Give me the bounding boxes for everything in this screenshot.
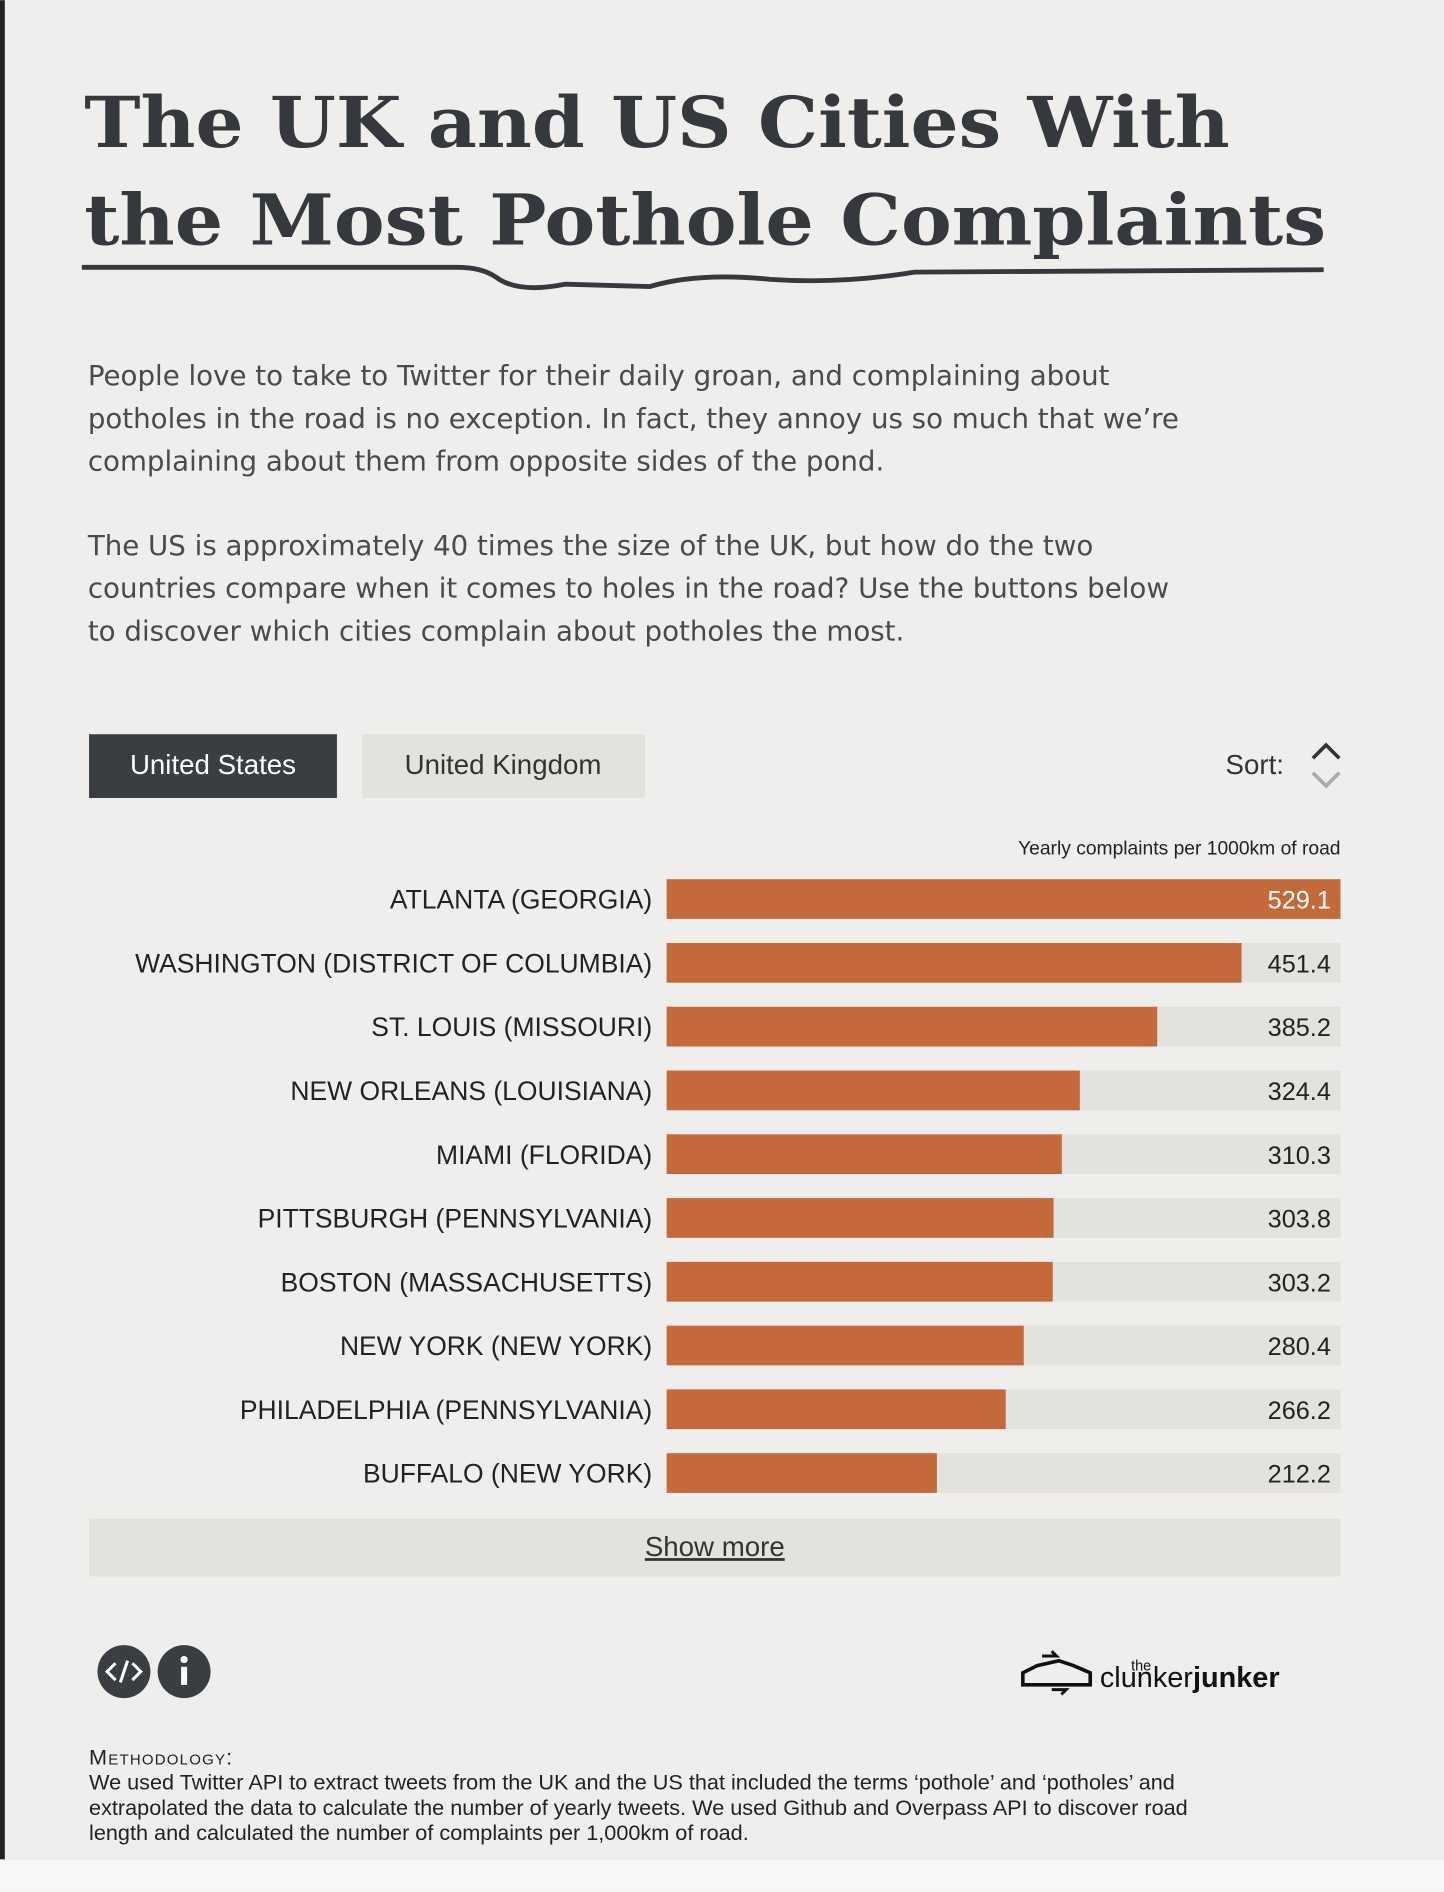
bar — [666, 879, 1341, 919]
title-line: The UK and US Cities With — [84, 82, 1230, 164]
methodology: We used Twitter API to extract tweets fr… — [89, 1770, 1188, 1846]
value-label: 303.8 — [1268, 1206, 1331, 1234]
intro-line: countries compare when it comes to holes… — [88, 572, 1169, 605]
value-label: 280.4 — [1268, 1333, 1331, 1361]
logo-light: clunker — [1100, 1662, 1193, 1694]
category-label: ST. LOUIS (MISSOURI) — [371, 1012, 652, 1042]
methodology-line: length and calculated the number of comp… — [89, 1820, 749, 1845]
footer-band — [0, 1860, 1444, 1892]
embed-glyph — [104, 1660, 143, 1683]
value-label: 310.3 — [1268, 1142, 1331, 1170]
intro-line: The US is approximately 40 times the siz… — [87, 529, 1093, 562]
logo-text: clunkerjunker — [1100, 1662, 1280, 1694]
bars: ATLANTA (GEORGIA) 529.1 WASHINGTON (DISTRI… — [135, 879, 1341, 1493]
category-label: BUFFALO (NEW YORK) — [363, 1459, 652, 1489]
intro-line: People love to take to Twitter for their… — [88, 359, 1110, 392]
show-more-label[interactable]: Show more — [645, 1531, 785, 1562]
sort-down[interactable] — [1311, 771, 1341, 789]
value-label: 385.2 — [1268, 1014, 1331, 1042]
intro-line: to discover which cities complain about … — [88, 614, 904, 647]
category-label: BOSTON (MASSACHUSETTS) — [281, 1267, 653, 1297]
value-label: 212.2 — [1268, 1461, 1331, 1489]
category-label: WASHINGTON (DISTRICT OF COLUMBIA) — [135, 948, 652, 978]
tab-uk[interactable] — [362, 734, 645, 798]
info-glyph — [181, 1666, 188, 1685]
category-label: PITTSBURGH (PENNSYLVANIA) — [258, 1204, 653, 1234]
value-label: 451.4 — [1268, 950, 1331, 978]
intro-line: complaining about them from opposite sid… — [88, 445, 884, 478]
logo-arrows — [1042, 1650, 1070, 1696]
show-more-button[interactable] — [89, 1518, 1341, 1577]
bar — [666, 1006, 1158, 1047]
category-label: ATLANTA (GEORGIA) — [390, 885, 652, 915]
bar — [666, 1198, 1054, 1238]
sort-label[interactable]: Sort: — [1226, 749, 1284, 780]
axis-label: Yearly complaints per 1000km of road — [1018, 839, 1340, 860]
bar — [666, 1261, 1053, 1302]
sort-up[interactable] — [1311, 742, 1341, 760]
tab-label[interactable]: United States — [130, 749, 296, 780]
title-underline — [81, 264, 1324, 291]
bar — [666, 942, 1242, 983]
logo-icon — [1021, 1658, 1093, 1687]
value-label: 303.2 — [1268, 1269, 1331, 1297]
category-label: MIAMI (FLORIDA) — [436, 1140, 652, 1170]
category-label: PHILADELPHIA (PENNSYLVANIA) — [240, 1395, 652, 1425]
title-line: the Most Pothole Complaints — [84, 179, 1326, 261]
category-label: NEW YORK (NEW YORK) — [340, 1331, 652, 1361]
methodology-heading: Methodology: — [89, 1744, 233, 1769]
bar — [666, 1389, 1006, 1430]
bar — [666, 1453, 937, 1493]
methodology-line: We used Twitter API to extract tweets fr… — [89, 1770, 1175, 1795]
tab-label[interactable]: United Kingdom — [405, 749, 602, 780]
bar — [666, 1070, 1080, 1111]
intro: People love to take to Twitter for their… — [87, 359, 1179, 647]
value-label: 324.4 — [1268, 1078, 1331, 1106]
value-label: 266.2 — [1268, 1397, 1331, 1425]
tab-us[interactable] — [89, 734, 337, 798]
category-label: NEW ORLEANS (LOUISIANA) — [290, 1076, 652, 1106]
logo-bold: junker — [1192, 1662, 1280, 1694]
value-label: 529.1 — [1268, 887, 1331, 915]
intro-line: potholes in the road is no exception. In… — [88, 402, 1179, 435]
logo-small: the — [1131, 1658, 1151, 1674]
edge — [0, 0, 5, 1860]
bar — [666, 1134, 1062, 1175]
methodology-line: extrapolated the data to calculate the n… — [89, 1795, 1188, 1820]
bar — [666, 1325, 1024, 1366]
info-glyph — [180, 1655, 188, 1664]
